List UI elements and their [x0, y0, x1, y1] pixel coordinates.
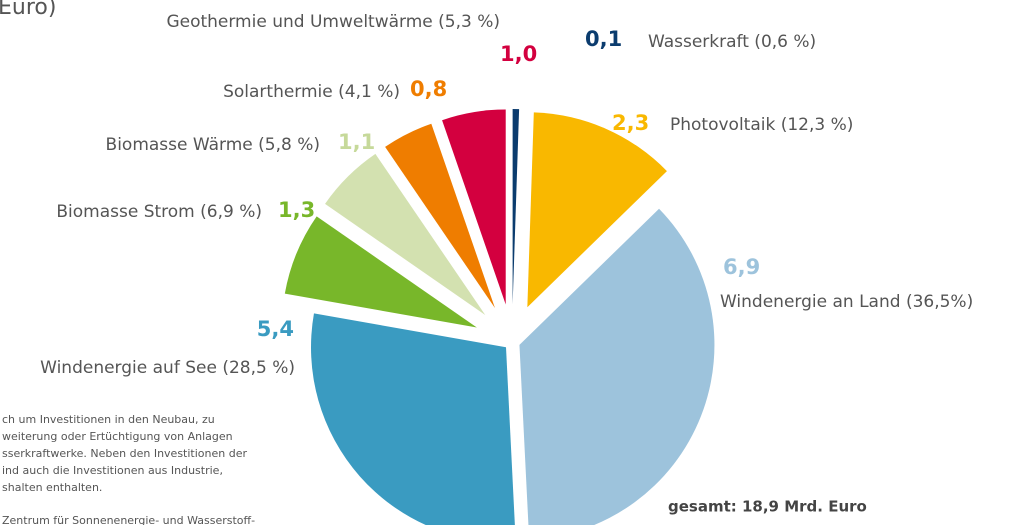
- value-label: 6,9: [723, 255, 760, 279]
- slice-label: Solarthermie (4,1 %): [223, 82, 400, 102]
- value-label: 5,4: [257, 317, 294, 341]
- pie-slice: [284, 216, 477, 328]
- footnote-line: weiterung oder Ertüchtigung von Anlagen: [2, 430, 233, 443]
- value-label: 0,1: [585, 27, 622, 51]
- value-label: 0,8: [410, 77, 447, 101]
- pie-slice: [311, 313, 515, 525]
- pie-slice: [519, 208, 715, 525]
- value-label: 1,3: [278, 198, 315, 222]
- slice-label: Biomasse Strom (6,9 %): [56, 202, 262, 222]
- pie-slice: [512, 109, 520, 305]
- footnote-line: ind auch die Investitionen aus Industrie…: [2, 464, 223, 477]
- value-label: 1,1: [338, 130, 375, 154]
- chart-title: Euro): [0, 0, 56, 20]
- footnote-line: ch um Investitionen in den Neubau, zu: [2, 413, 215, 426]
- footnote-line: sserkraftwerke. Neben den Investitionen …: [2, 447, 247, 460]
- slice-label: Wasserkraft (0,6 %): [648, 32, 816, 52]
- pie-slice: [385, 123, 495, 309]
- slice-label: Photovoltaik (12,3 %): [670, 115, 853, 135]
- slice-label: Windenergie auf See (28,5 %): [40, 358, 295, 378]
- total-label: gesamt: 18,9 Mrd. Euro: [668, 498, 867, 516]
- slice-label: Biomasse Wärme (5,8 %): [106, 135, 320, 155]
- footnote-line: Zentrum für Sonnenenergie- und Wassersto…: [2, 514, 255, 525]
- value-label: 1,0: [500, 42, 537, 66]
- pie-slice: [527, 112, 667, 308]
- footnote-line: shalten enthalten.: [2, 481, 102, 494]
- slice-label: Windenergie an Land (36,5%): [720, 292, 973, 312]
- slice-label: Geothermie und Umweltwärme (5,3 %): [166, 12, 500, 32]
- value-label: 2,3: [612, 111, 649, 135]
- pie-slice: [325, 153, 486, 316]
- pie-slice: [442, 109, 506, 305]
